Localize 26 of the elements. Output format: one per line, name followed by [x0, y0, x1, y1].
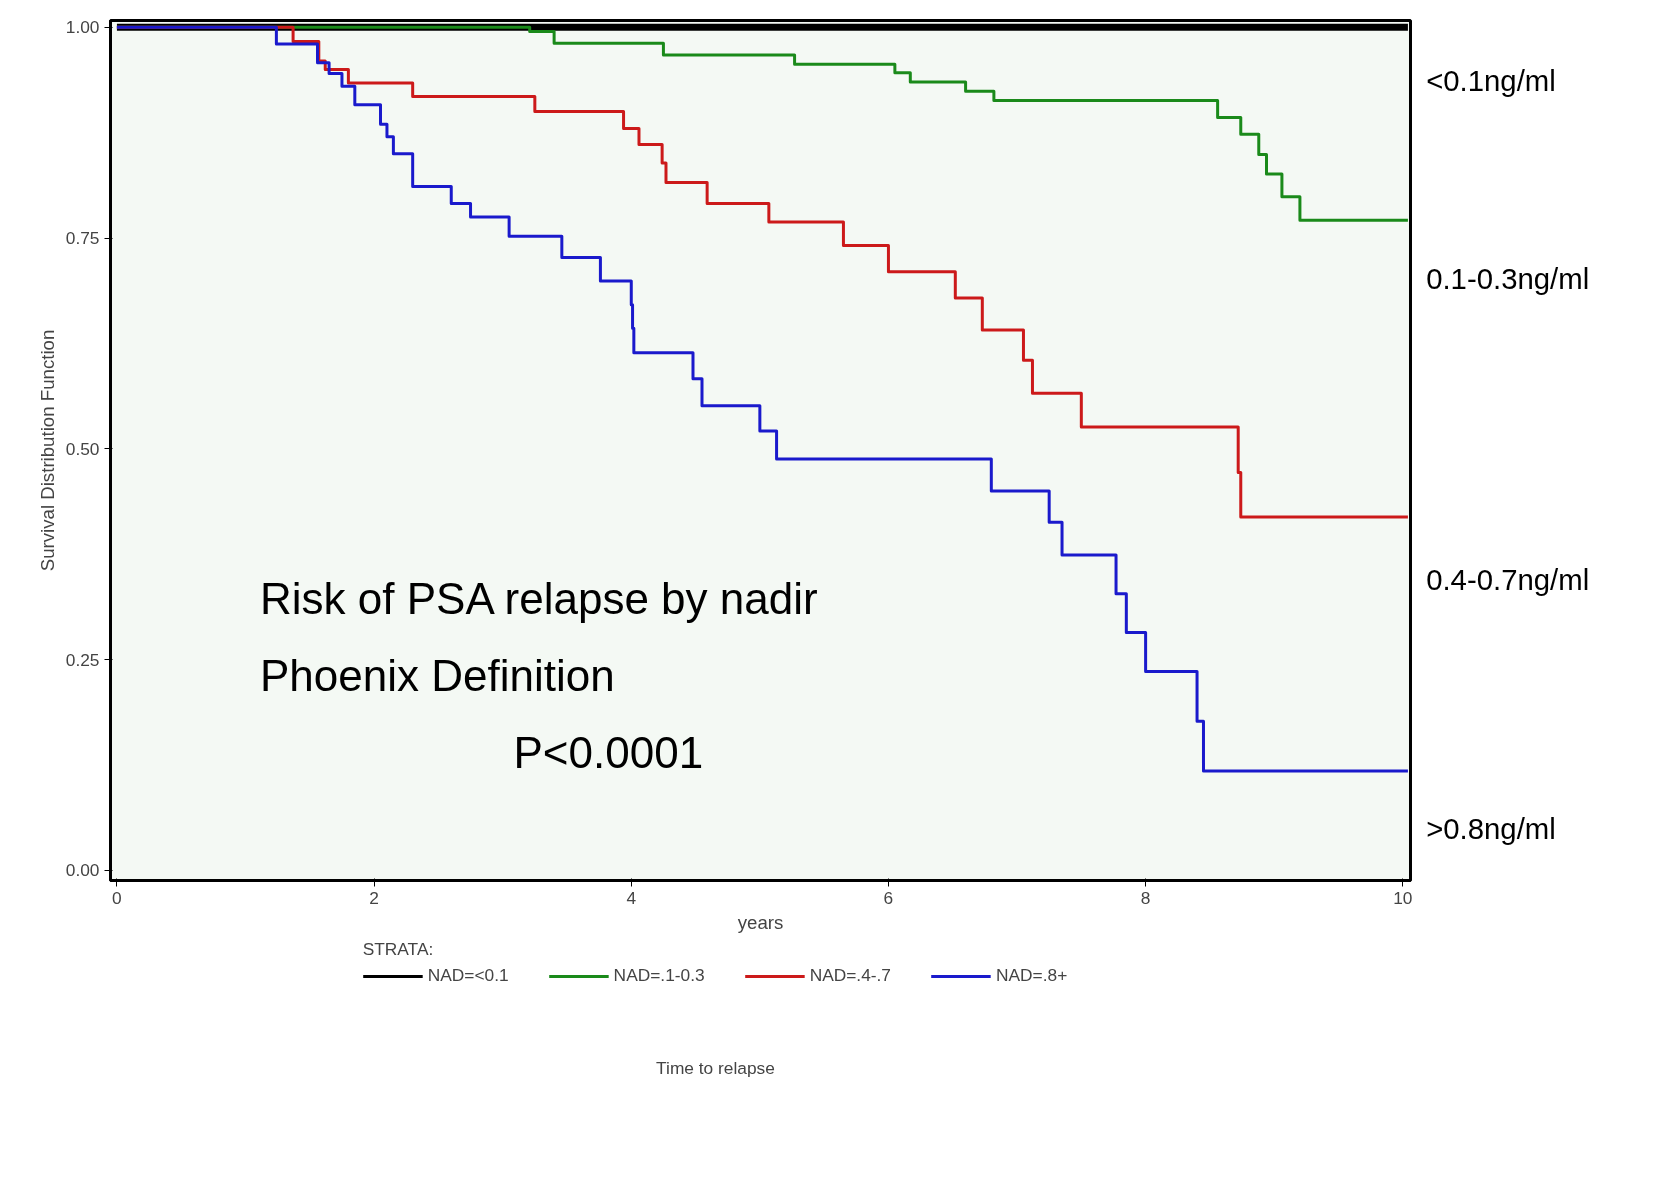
- x-tick-label: 8: [1140, 887, 1151, 908]
- legend-label: NAD=.4-.7: [809, 965, 892, 986]
- legend-label: NAD=<0.1: [427, 965, 509, 986]
- annotation: P<0.0001: [513, 728, 704, 778]
- y-tick-label: 0.00: [65, 860, 100, 881]
- x-tick-label: 4: [626, 887, 637, 908]
- text: Time to relapse: [656, 1058, 775, 1078]
- text: 0.1-0.3ng/ml: [1426, 262, 1590, 295]
- x-tick-label: 10: [1393, 887, 1413, 908]
- text: <0.1ng/ml: [1426, 64, 1556, 98]
- text: >0.8ng/ml: [1426, 812, 1556, 846]
- annotation: Phoenix Definition: [260, 650, 615, 700]
- y-axis-title: Survival Distribution Function: [36, 329, 58, 572]
- x-tick-label: 2: [369, 887, 379, 908]
- y-tick-label: 0.25: [65, 649, 100, 670]
- legend-label: NAD=.8+: [996, 965, 1068, 986]
- x-tick-label: 0: [112, 887, 122, 908]
- legend-label: NAD=.1-0.3: [613, 965, 705, 986]
- annotation: Risk of PSA relapse by nadir: [260, 573, 818, 623]
- legend-title: STRATA:: [362, 939, 435, 960]
- y-tick-label: 1.00: [65, 17, 100, 38]
- y-tick-label: 0.75: [65, 228, 100, 249]
- x-tick-label: 6: [883, 887, 894, 908]
- text: 0.4-0.7ng/ml: [1426, 563, 1590, 596]
- y-tick-label: 0.50: [65, 438, 100, 459]
- x-axis-title: years: [737, 911, 784, 933]
